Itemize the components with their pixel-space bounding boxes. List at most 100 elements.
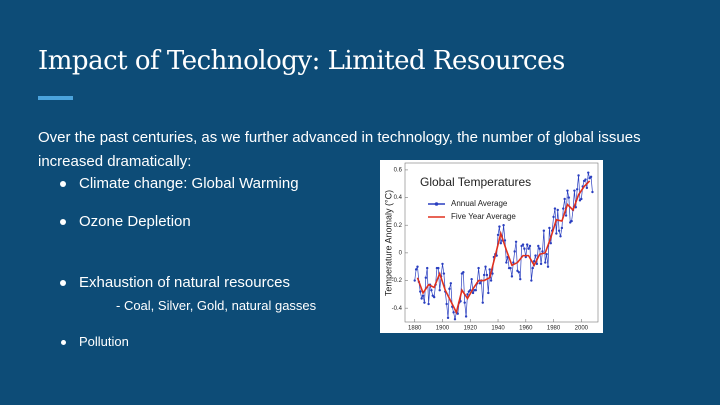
data-point xyxy=(466,293,469,296)
bullet-dot xyxy=(60,219,66,225)
data-point xyxy=(453,318,457,321)
bullet: Pollution xyxy=(79,334,129,349)
data-point xyxy=(514,240,518,244)
data-point xyxy=(498,225,501,228)
data-point xyxy=(527,247,530,250)
bullet-dot xyxy=(60,280,66,286)
data-point xyxy=(423,301,426,304)
data-point xyxy=(564,214,568,217)
chart-title: Global Temperatures xyxy=(420,175,531,189)
slide-title: Impact of Technology: Limited Resources xyxy=(38,46,565,76)
y-tick-label: -0.4 xyxy=(392,306,403,312)
data-point xyxy=(567,196,571,199)
plot-frame xyxy=(404,162,599,323)
y-tick-label: 0.2 xyxy=(394,223,403,229)
data-point xyxy=(523,247,526,250)
data-point xyxy=(530,279,533,282)
data-point xyxy=(591,190,594,194)
data-point xyxy=(575,188,579,191)
data-point xyxy=(532,259,536,263)
data-point xyxy=(430,289,433,292)
data-point xyxy=(573,189,576,192)
data-point xyxy=(474,289,478,292)
data-point xyxy=(570,219,573,223)
y-tick-label: -0.2 xyxy=(392,278,403,284)
data-point xyxy=(427,302,430,306)
data-point xyxy=(589,175,593,179)
accent-bar xyxy=(38,96,73,100)
data-point xyxy=(548,226,551,230)
bullet: Exhaustion of natural resources xyxy=(79,274,290,291)
x-tick-label: 1900 xyxy=(436,326,450,332)
data-point xyxy=(471,291,475,295)
data-point xyxy=(413,279,416,282)
legend-label: Annual Average xyxy=(451,199,508,208)
data-point xyxy=(485,273,489,277)
data-point xyxy=(449,282,453,285)
data-point xyxy=(545,253,548,256)
x-tick-label: 1940 xyxy=(491,326,505,332)
x-tick-label: 1980 xyxy=(547,326,561,332)
data-point xyxy=(555,232,558,235)
y-axis-label: Temperature Anomaly (°C) xyxy=(383,190,393,296)
data-point xyxy=(577,174,580,177)
data-point xyxy=(499,241,503,245)
data-point xyxy=(446,316,450,320)
legend-marker xyxy=(434,202,439,206)
data-point xyxy=(556,208,559,212)
data-point xyxy=(482,273,486,277)
data-point xyxy=(510,275,514,278)
data-point xyxy=(519,277,522,281)
y-tick-label: 0.6 xyxy=(394,167,403,173)
data-point xyxy=(538,247,541,250)
data-point xyxy=(441,262,444,266)
data-point xyxy=(535,262,539,266)
x-tick-label: 1920 xyxy=(464,326,478,332)
data-point xyxy=(442,272,446,275)
data-point xyxy=(496,233,500,237)
data-point xyxy=(503,239,507,242)
data-point xyxy=(552,215,555,219)
data-point xyxy=(517,271,521,274)
data-point xyxy=(584,178,587,181)
x-tick-label: 2000 xyxy=(575,326,589,332)
data-point xyxy=(534,254,537,257)
x-tick-label: 1960 xyxy=(519,326,533,332)
data-point xyxy=(489,279,493,282)
data-point xyxy=(562,207,565,210)
data-point xyxy=(484,265,487,268)
data-point xyxy=(587,171,590,174)
data-point xyxy=(456,312,459,315)
data-point xyxy=(544,261,547,264)
bullet-dot xyxy=(61,340,66,345)
data-point xyxy=(437,266,440,270)
data-point xyxy=(585,186,589,190)
x-tick-label: 1880 xyxy=(408,326,422,332)
data-point xyxy=(546,265,550,268)
y-tick-label: 0.4 xyxy=(394,195,403,201)
data-point xyxy=(559,235,562,238)
data-point xyxy=(537,244,540,248)
data-point xyxy=(560,226,564,230)
data-point xyxy=(580,197,583,201)
data-point xyxy=(539,262,543,266)
legend-label: Five Year Average xyxy=(451,212,516,221)
y-tick-label: 0 xyxy=(399,250,403,256)
data-point xyxy=(541,250,544,253)
data-point xyxy=(574,206,577,209)
data-point xyxy=(563,197,566,201)
data-point xyxy=(491,272,494,275)
data-point xyxy=(481,301,484,304)
data-point xyxy=(448,287,451,291)
data-point xyxy=(414,268,418,271)
data-point xyxy=(469,289,472,292)
bullet: Climate change: Global Warming xyxy=(79,175,299,192)
data-point xyxy=(432,295,436,299)
data-point xyxy=(557,229,561,232)
data-point xyxy=(553,207,557,210)
data-point xyxy=(487,291,490,295)
intro-text: Over the past centuries, as we further a… xyxy=(38,129,641,170)
data-point xyxy=(470,277,473,281)
data-point xyxy=(462,271,465,274)
data-point xyxy=(509,266,512,270)
